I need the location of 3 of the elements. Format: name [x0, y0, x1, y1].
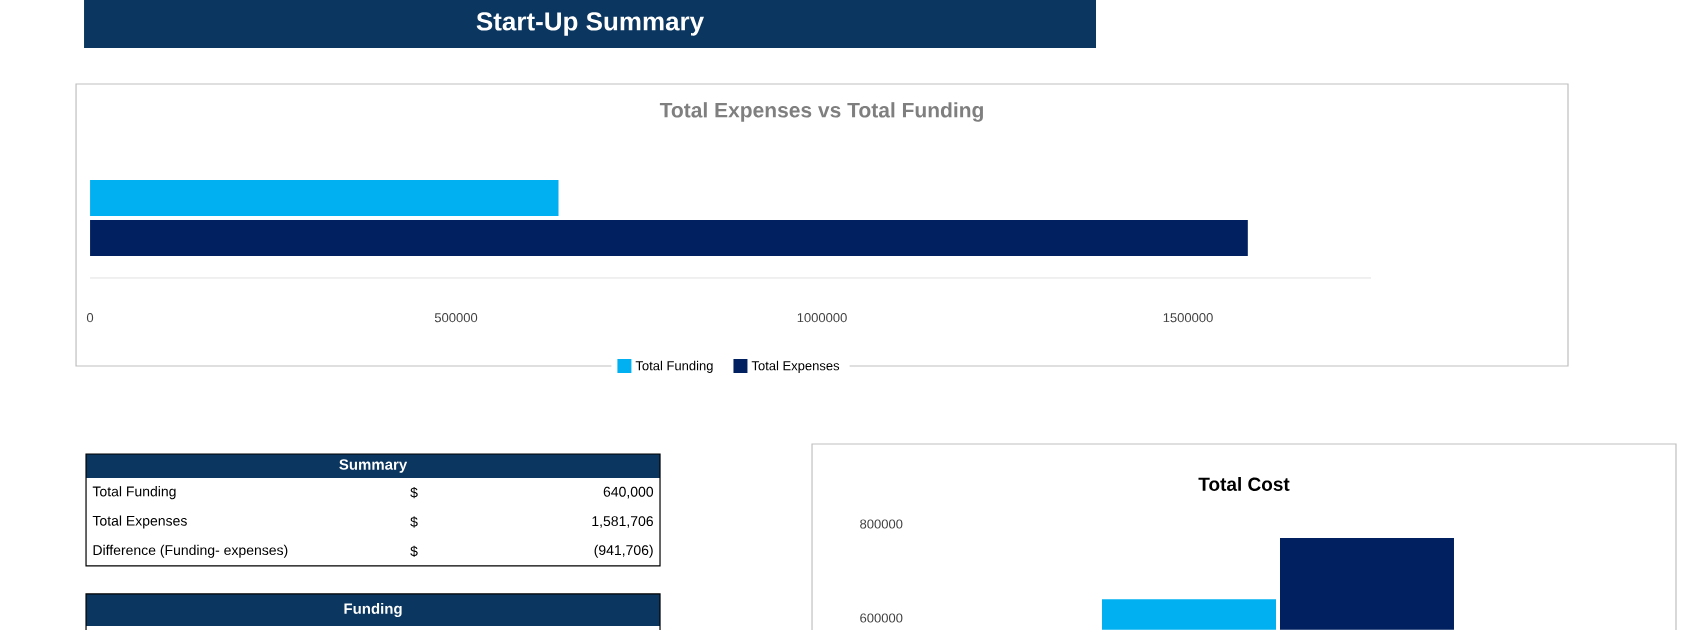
chart-title: Total Expenses vs Total Funding: [659, 102, 983, 122]
chart-title: Total Cost: [1198, 476, 1290, 491]
text: Start-Up Summary: [476, 12, 704, 36]
